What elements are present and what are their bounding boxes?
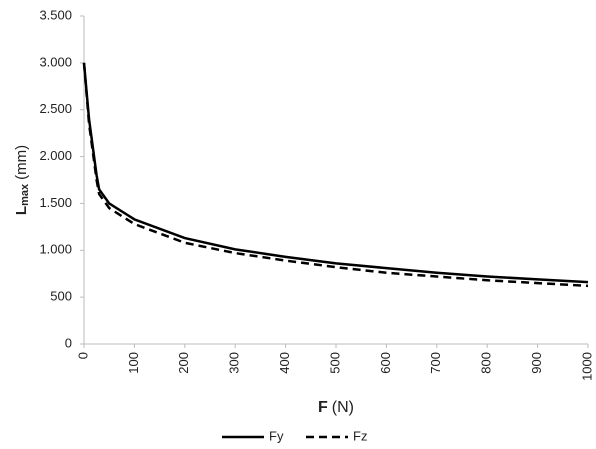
x-tick-label: 300 [227,352,242,374]
x-tick-label: 700 [428,352,443,374]
y-axis-title-main: L [13,206,30,215]
y-tick-label: 3.000 [39,54,72,69]
x-axis-title-main: F [318,399,328,416]
x-tick-label: 100 [126,352,141,374]
x-tick-label: 400 [277,352,292,374]
y-tick-label: 2.500 [39,101,72,116]
x-tick-label: 500 [327,352,342,374]
y-tick-label: 500 [50,289,72,304]
x-tick-label: 1000 [579,352,594,381]
y-axis-title: Lmax (mm) [13,145,31,215]
x-tick-label: 0 [75,352,90,359]
y-tick-label: 2.000 [39,148,72,163]
y-tick-label: 1.000 [39,242,72,257]
legend-label: Fy [269,428,284,443]
x-tick-label: 900 [529,352,544,374]
x-tick-label: 600 [378,352,393,374]
x-axis-title: F (N) [318,399,354,416]
series-line [82,62,589,288]
y-axis-title-sub: max [19,183,31,206]
y-tick-label: 1.500 [39,195,72,210]
y-tick-label: 3.500 [39,7,72,22]
x-tick-label: 200 [176,352,191,374]
y-tick-label: 0 [65,335,72,350]
legend-label: Fz [353,428,367,443]
y-axis-title-unit: (mm) [13,145,30,180]
x-axis-title-unit: (N) [332,399,354,416]
series-line [82,62,589,284]
x-tick-label: 800 [479,352,494,374]
